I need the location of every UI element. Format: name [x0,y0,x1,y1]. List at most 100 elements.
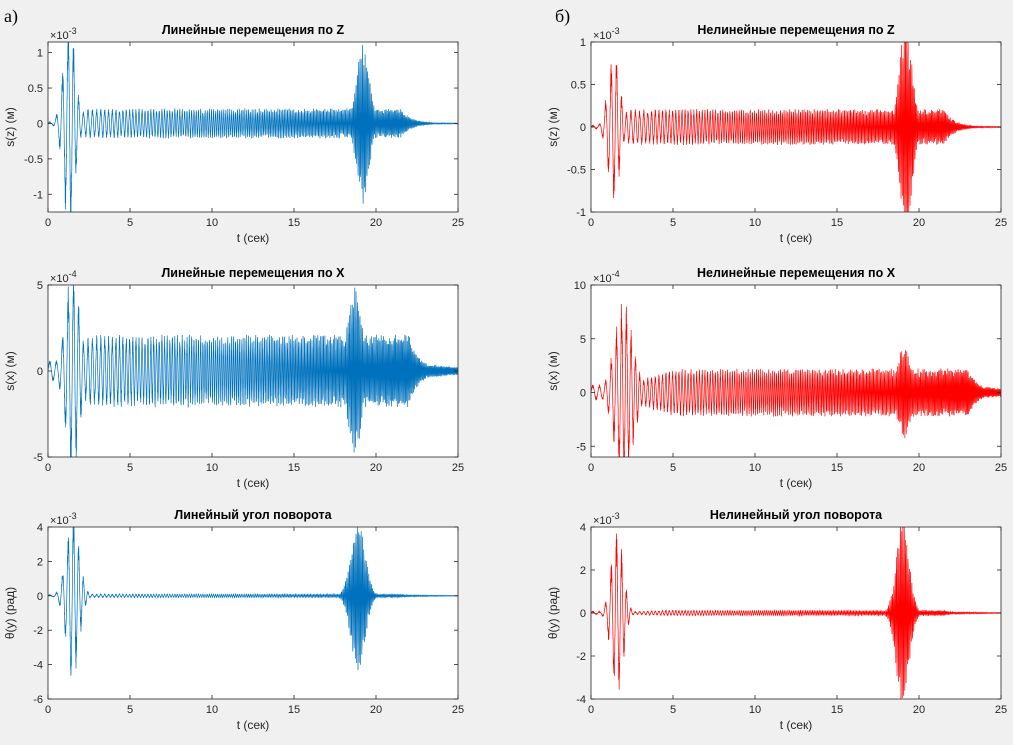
exponent-multiplier: ×10-3 [593,26,620,42]
exponent-power: -3 [612,511,620,521]
y-tick-label: 0 [37,591,43,603]
y-axis-label: s(z) (м) [3,107,17,147]
x-tick-label: 25 [995,217,1007,229]
exponent-base: ×10 [50,515,69,527]
y-tick-label: 0 [37,366,43,378]
chart-title: Нелинейные перемещения по Z [697,23,895,37]
exponent-multiplier: ×10-3 [50,511,77,527]
exponent-multiplier: ×10-4 [593,269,620,285]
x-tick-label: 25 [995,462,1007,474]
x-tick-label: 0 [45,217,51,229]
y-tick-label: 0.5 [28,83,43,95]
chart-title: Нелинейные перемещения по X [697,266,896,280]
x-axis-label: t (сек) [780,476,813,490]
y-tick-label: -2 [33,625,43,637]
y-tick-label: 0.5 [571,80,586,92]
series-line [591,304,1001,457]
axes-box [590,284,1002,458]
y-tick-label: -0.5 [24,154,43,166]
x-axis-label: t (сек) [780,718,813,732]
axes-box [47,41,459,213]
exponent-multiplier: ×10-3 [593,511,620,527]
y-tick-label: 10 [574,280,586,292]
x-tick-label: 15 [831,462,843,474]
y-tick-label: -1 [576,207,586,219]
x-tick-label: 20 [370,462,382,474]
x-tick-label: 15 [831,217,843,229]
panel-label-left: а) [4,6,18,27]
axes-nonlin-z: 0 5 10 15 20 25 -1 -0.5 0 0.5 1 Нелинейные перемеще… [546,23,1007,245]
y-tick-label: 4 [37,522,43,534]
x-tick-label: 10 [749,704,761,716]
y-tick-label: -1 [33,189,43,201]
x-tick-label: 15 [288,217,300,229]
y-tick-label: 0 [580,608,586,620]
exponent-power: -3 [69,511,77,521]
x-tick-label: 25 [995,704,1007,716]
x-tick-label: 5 [127,462,133,474]
y-tick-label: 1 [580,37,586,49]
exponent-base: ×10 [50,273,69,285]
y-tick-label: 1 [37,48,43,60]
x-tick-label: 5 [670,217,676,229]
x-tick-label: 10 [206,217,218,229]
chart-title: Линейные перемещения по Z [162,23,345,37]
exponent-base: ×10 [593,515,612,527]
y-tick-label: 2 [37,556,43,568]
y-tick-label: 2 [580,565,586,577]
x-tick-label: 20 [370,217,382,229]
panel-label-right: б) [555,6,570,27]
x-tick-label: 0 [588,704,594,716]
axes-box [47,526,459,700]
exponent-base: ×10 [593,30,612,42]
exponent-base: ×10 [50,30,69,42]
x-tick-label: 20 [913,462,925,474]
series-line [591,42,1001,212]
chart-title: Линейный угол поворота [174,508,332,522]
y-tick-label: -4 [33,660,43,672]
y-tick-label: -4 [576,694,586,706]
x-tick-label: 10 [749,462,761,474]
exponent-multiplier: ×10-4 [50,269,77,285]
y-tick-label: 0 [580,122,586,134]
y-axis-label: s(z) (м) [546,107,560,147]
x-tick-label: 10 [206,462,218,474]
y-axis-label: θ(y) (рад) [3,587,17,639]
x-axis-label: t (сек) [780,231,813,245]
x-tick-label: 15 [288,462,300,474]
x-tick-label: 20 [913,217,925,229]
x-tick-label: 5 [127,704,133,716]
exponent-power: -3 [69,26,77,36]
x-tick-label: 15 [831,704,843,716]
axes-nonlin-theta: 0 5 10 15 20 25 -4 -2 0 2 4 Нелинейный угол поворот… [546,508,1007,732]
series-line [591,527,1001,699]
x-axis-label: t (сек) [237,231,270,245]
x-axis-label: t (сек) [237,476,270,490]
y-tick-label: -5 [33,452,43,464]
exponent-multiplier: ×10-3 [50,26,77,42]
x-tick-label: 25 [452,462,464,474]
series-line [48,527,458,676]
y-tick-label: -5 [576,441,586,453]
x-tick-label: 0 [45,462,51,474]
exponent-power: -3 [612,26,620,36]
plot-area [591,285,1001,457]
y-tick-label: -0.5 [567,165,586,177]
axes-lin-z: 0 5 10 15 20 25 -1 -0.5 0 0.5 1 Линейные перемещени… [3,23,464,245]
exponent-power: -4 [612,269,620,279]
plot-area [48,527,458,699]
y-tick-label: 5 [580,334,586,346]
series-line [48,285,458,457]
y-tick-label: -6 [33,694,43,706]
y-axis-label: θ(y) (рад) [546,587,560,639]
y-axis-label: s(x) (м) [3,351,17,391]
x-tick-label: 20 [913,704,925,716]
y-tick-label: -2 [576,651,586,663]
y-tick-label: 0 [37,118,43,130]
y-tick-label: 4 [580,522,586,534]
x-tick-label: 20 [370,704,382,716]
